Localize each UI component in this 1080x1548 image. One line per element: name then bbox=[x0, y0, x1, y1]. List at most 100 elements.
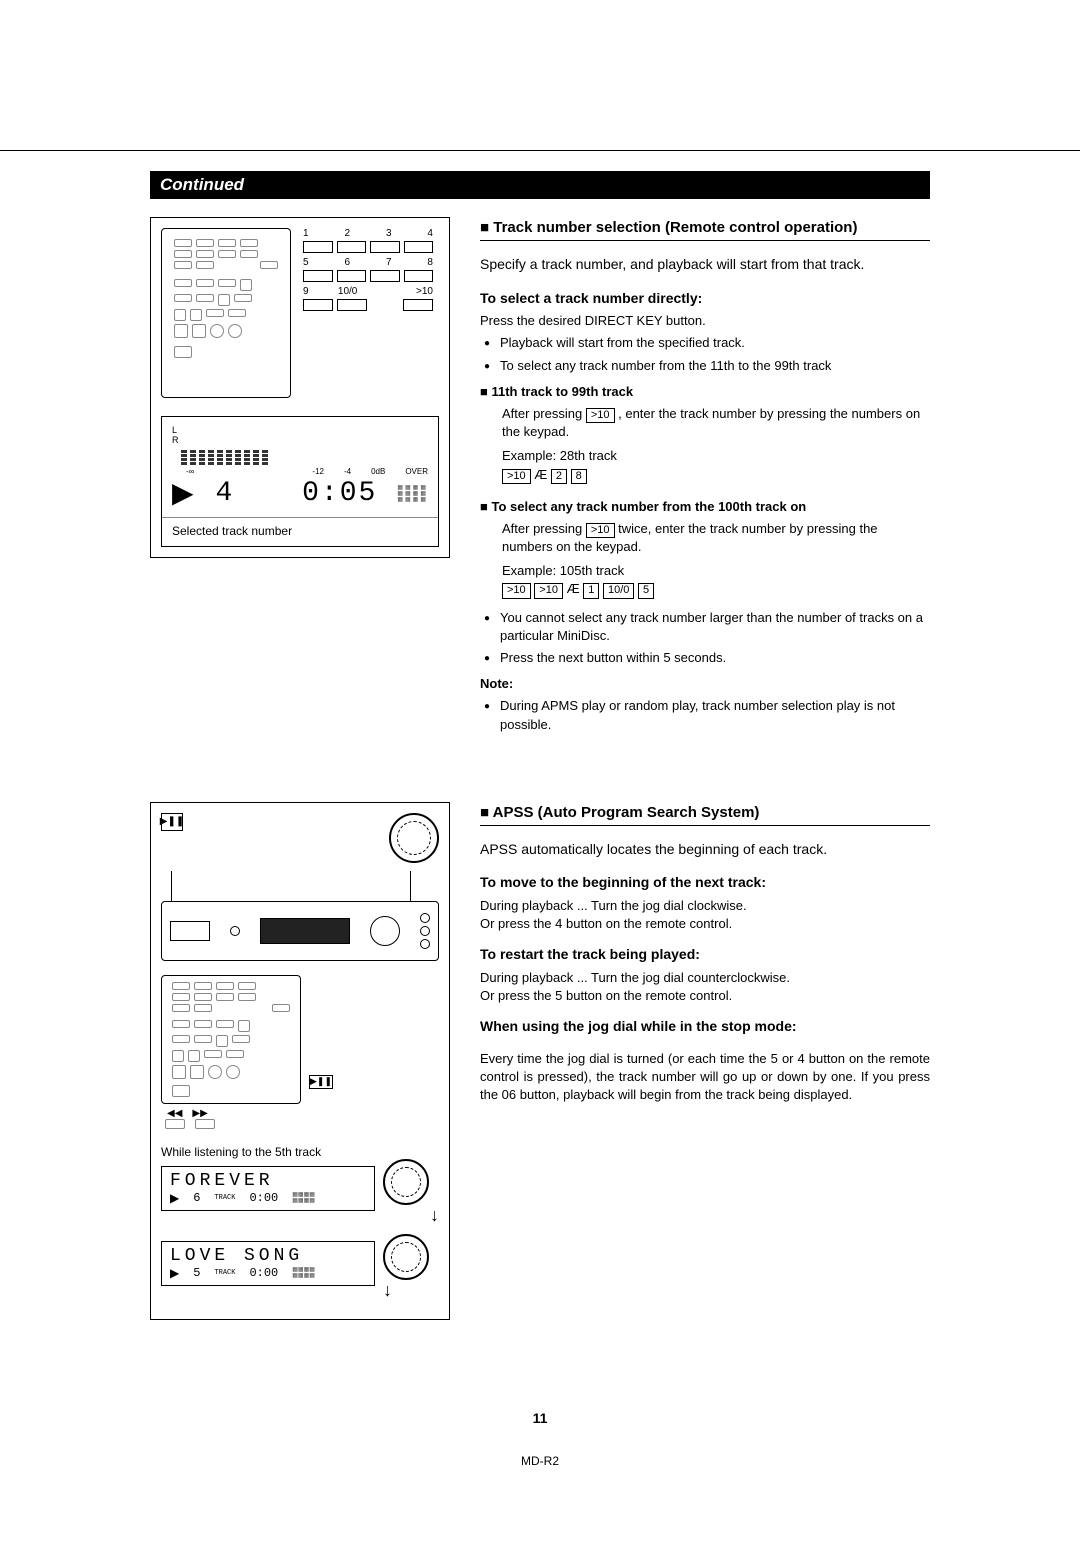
lcd-display: LR /*meter drawn below via static spans*… bbox=[161, 416, 439, 547]
track-label: TRACK bbox=[214, 1194, 235, 1202]
num-label: 4 bbox=[427, 228, 433, 239]
figure-box-2: ▶❚❚ bbox=[150, 802, 450, 1320]
num-label: 9 bbox=[303, 286, 309, 297]
example-label: Example: 105th track bbox=[502, 562, 930, 580]
block-apss: ▶❚❚ bbox=[150, 802, 930, 1360]
instruction-text: Every time the jog dial is turned (or ea… bbox=[480, 1050, 930, 1105]
ff-icon: ▶▶ bbox=[192, 1108, 207, 1119]
key: >10 bbox=[502, 583, 531, 598]
key: 2 bbox=[551, 469, 567, 484]
heading-next-track: To move to the beginning of the next tra… bbox=[480, 873, 930, 893]
meter-label: -4 bbox=[344, 467, 351, 476]
heading-11-99: 11th track to 99th track bbox=[480, 383, 930, 401]
down-arrow-icon: ↓ bbox=[383, 1280, 439, 1301]
num-label: 5 bbox=[303, 257, 309, 268]
instruction-text: During playback ... Turn the jog dial co… bbox=[480, 969, 930, 987]
jog-dial-icon bbox=[389, 813, 439, 863]
num-label: 8 bbox=[427, 257, 433, 268]
arrow-icon: Æ bbox=[567, 581, 580, 596]
track-selection-text: Track number selection (Remote control o… bbox=[480, 217, 930, 742]
meter-label: OVER bbox=[405, 467, 428, 476]
key: 1 bbox=[583, 583, 599, 598]
track-grid-icon: ▦▦▦▦▦▦▦▦ bbox=[292, 1267, 315, 1279]
num-label: 2 bbox=[344, 228, 350, 239]
note-text: During APMS play or random play, track n… bbox=[500, 697, 930, 733]
rew-icon: ◀◀ bbox=[167, 1108, 182, 1119]
bullet: Playback will start from the specified t… bbox=[500, 334, 930, 352]
track-display-forever: FOREVER ▶ 6 TRACK 0:00 ▦▦▦▦▦▦▦▦ ↓ bbox=[161, 1159, 439, 1226]
track-display-lovesong: LOVE SONG ▶ 5 TRACK 0:00 ▦▦▦▦▦▦▦▦ ↓ bbox=[161, 1234, 439, 1301]
num-label: 10/0 bbox=[338, 286, 357, 297]
heading-select-direct: To select a track number directly: bbox=[480, 289, 930, 309]
heading-jog-stop: When using the jog dial while in the sto… bbox=[480, 1017, 930, 1037]
track-grid-icon: ▦▦▦▦▦▦▦▦ bbox=[292, 1192, 315, 1204]
jog-dial-ccw-icon bbox=[383, 1234, 429, 1280]
block-track-selection: 1 2 3 4 5 6 7 8 bbox=[150, 217, 930, 742]
apss-text: APSS (Auto Program Search System) APSS a… bbox=[480, 802, 930, 1118]
num-label: 6 bbox=[344, 257, 350, 268]
heading-restart: To restart the track being played: bbox=[480, 945, 930, 965]
instruction-text: After pressing >10 twice, enter the trac… bbox=[502, 520, 930, 556]
remote-outline-2 bbox=[161, 975, 301, 1104]
track-title: FOREVER bbox=[170, 1171, 366, 1191]
play-icon: ▶ bbox=[170, 1266, 179, 1281]
manual-page: Continued bbox=[0, 0, 1080, 1548]
example-keys: >10 >10 Æ 1 10/0 5 bbox=[502, 580, 930, 598]
num-label: 3 bbox=[386, 228, 392, 239]
remote-outline bbox=[161, 228, 291, 398]
num-label: >10 bbox=[416, 286, 433, 297]
device-outline bbox=[161, 901, 439, 961]
play-icon: ▶ bbox=[172, 476, 196, 511]
level-meter: LR /*meter drawn below via static spans*… bbox=[172, 425, 428, 465]
figure-apss: ▶❚❚ bbox=[150, 802, 450, 1360]
time-display: 0:00 bbox=[249, 1191, 278, 1205]
example-label: Example: 28th track bbox=[502, 447, 930, 465]
play-pause-icon: ▶❚❚ bbox=[161, 813, 183, 831]
top-rule bbox=[0, 150, 1080, 151]
num-label: 1 bbox=[303, 228, 309, 239]
meter-label: 0dB bbox=[371, 467, 385, 476]
figure-caption: While listening to the 5th track bbox=[161, 1145, 439, 1159]
track-grid-icon: ▦▦▦▦▦▦▦▦▦▦▦▦ bbox=[397, 485, 428, 503]
down-arrow-icon: ↓ bbox=[383, 1205, 439, 1226]
track-number: 6 bbox=[193, 1191, 200, 1205]
number-key-callouts: 1 2 3 4 5 6 7 8 bbox=[297, 228, 439, 315]
heading-track-selection: Track number selection (Remote control o… bbox=[480, 217, 930, 241]
track-label: TRACK bbox=[214, 1269, 235, 1277]
heading-apss: APSS (Auto Program Search System) bbox=[480, 802, 930, 826]
bullet: Press the next button within 5 seconds. bbox=[500, 649, 930, 667]
key: >10 bbox=[502, 469, 531, 484]
play-pause-icon: ▶❚❚ bbox=[309, 1075, 333, 1089]
heading-100th: To select any track number from the 100t… bbox=[480, 498, 930, 516]
instruction-text: Or press the 5 button on the remote cont… bbox=[480, 987, 930, 1005]
meter-label: -12 bbox=[312, 467, 324, 476]
track-number: 5 bbox=[193, 1266, 200, 1280]
page-number: 11 bbox=[150, 1410, 930, 1426]
section-title: Continued bbox=[160, 175, 244, 194]
note-label: Note: bbox=[480, 675, 930, 693]
model-label: MD-R2 bbox=[150, 1454, 930, 1468]
arrow-icon: Æ bbox=[534, 467, 547, 482]
instruction-text: After pressing >10 , enter the track num… bbox=[502, 405, 930, 441]
section-header: Continued bbox=[150, 171, 930, 199]
key: 10/0 bbox=[603, 583, 634, 598]
bullet: You cannot select any track number large… bbox=[500, 609, 930, 645]
lcd-readout: ▶ 4 0:05 ▦▦▦▦▦▦▦▦▦▦▦▦ bbox=[172, 476, 428, 511]
key-gt10: >10 bbox=[586, 523, 615, 538]
jog-dial-cw-icon bbox=[383, 1159, 429, 1205]
key: 8 bbox=[571, 469, 587, 484]
meter-label: -∞ bbox=[186, 467, 194, 476]
figure-remote-display: 1 2 3 4 5 6 7 8 bbox=[150, 217, 450, 598]
figure-box-1: 1 2 3 4 5 6 7 8 bbox=[150, 217, 450, 558]
time-display: 0:05 bbox=[302, 478, 377, 509]
track-number: 4 bbox=[216, 478, 235, 509]
track-title: LOVE SONG bbox=[170, 1246, 366, 1266]
instruction-text: Press the desired DIRECT KEY button. bbox=[480, 312, 930, 330]
intro-text: Specify a track number, and playback wil… bbox=[480, 255, 930, 275]
key: >10 bbox=[534, 583, 563, 598]
bullet: To select any track number from the 11th… bbox=[500, 357, 930, 375]
key: 5 bbox=[638, 583, 654, 598]
num-label: 7 bbox=[386, 257, 392, 268]
play-icon: ▶ bbox=[170, 1191, 179, 1206]
apss-intro: APSS automatically locates the beginning… bbox=[480, 840, 930, 860]
